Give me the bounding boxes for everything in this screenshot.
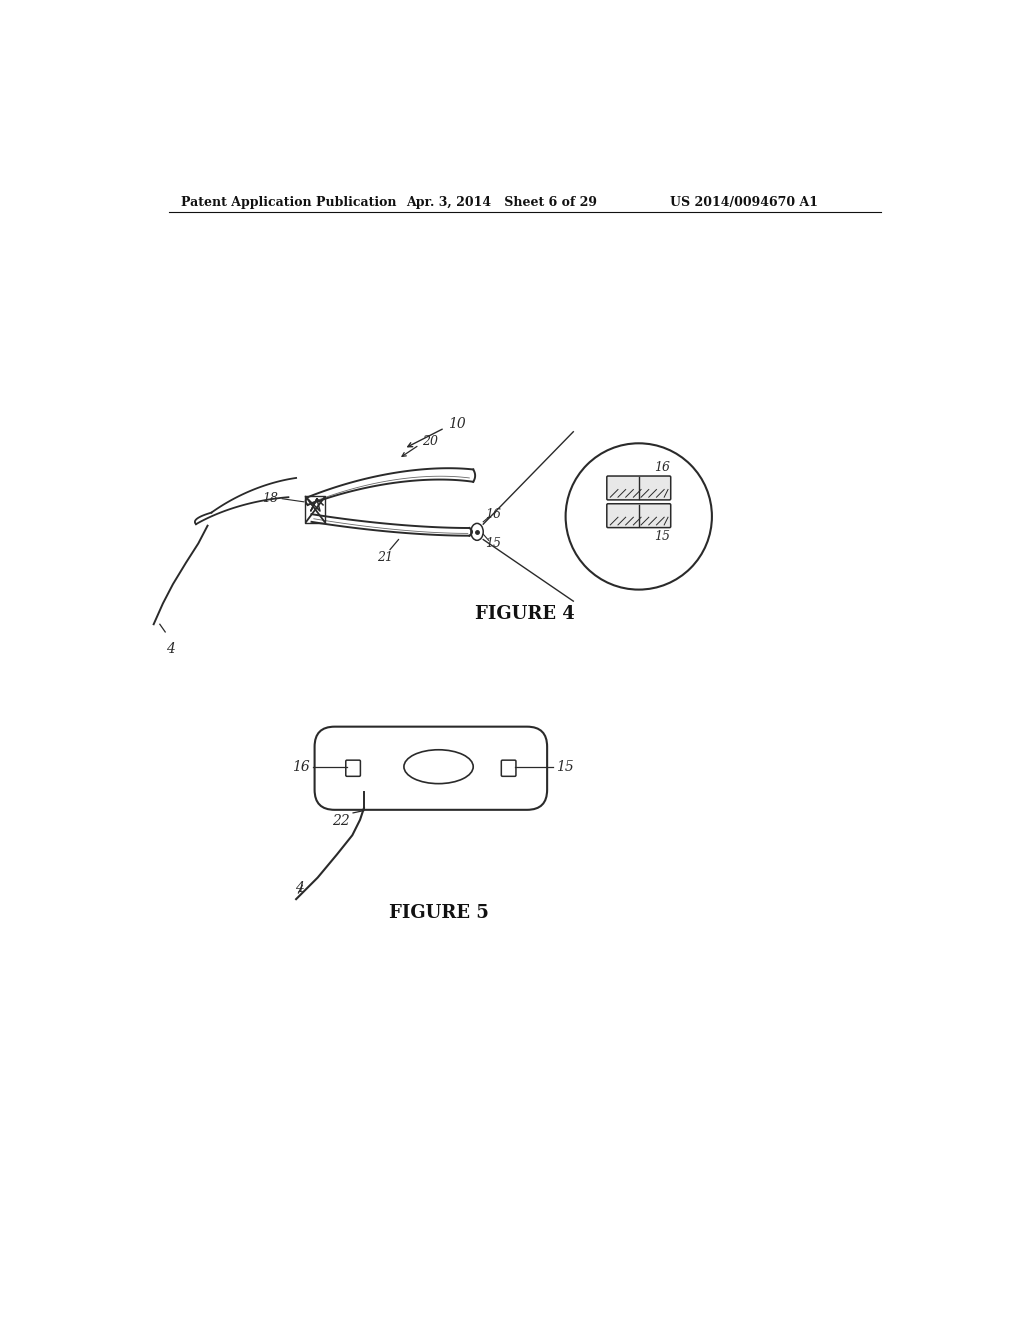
Text: 16: 16 — [484, 508, 501, 520]
Text: 22: 22 — [332, 814, 349, 829]
Text: 4: 4 — [295, 880, 303, 895]
Text: 10: 10 — [447, 417, 466, 432]
Text: Patent Application Publication: Patent Application Publication — [180, 195, 396, 209]
Text: 20: 20 — [422, 436, 437, 449]
Text: 15: 15 — [654, 529, 670, 543]
Text: 4: 4 — [166, 642, 175, 656]
Text: 21: 21 — [377, 552, 392, 564]
FancyBboxPatch shape — [607, 477, 671, 500]
Text: 15: 15 — [556, 760, 574, 774]
Text: 16: 16 — [292, 760, 310, 774]
FancyBboxPatch shape — [607, 504, 671, 528]
Text: FIGURE 5: FIGURE 5 — [389, 904, 488, 921]
Text: FIGURE 4: FIGURE 4 — [475, 606, 574, 623]
Text: US 2014/0094670 A1: US 2014/0094670 A1 — [670, 195, 817, 209]
Text: 15: 15 — [484, 537, 501, 550]
Text: Apr. 3, 2014   Sheet 6 of 29: Apr. 3, 2014 Sheet 6 of 29 — [407, 195, 597, 209]
Text: 18: 18 — [262, 492, 279, 506]
Text: 16: 16 — [654, 461, 670, 474]
